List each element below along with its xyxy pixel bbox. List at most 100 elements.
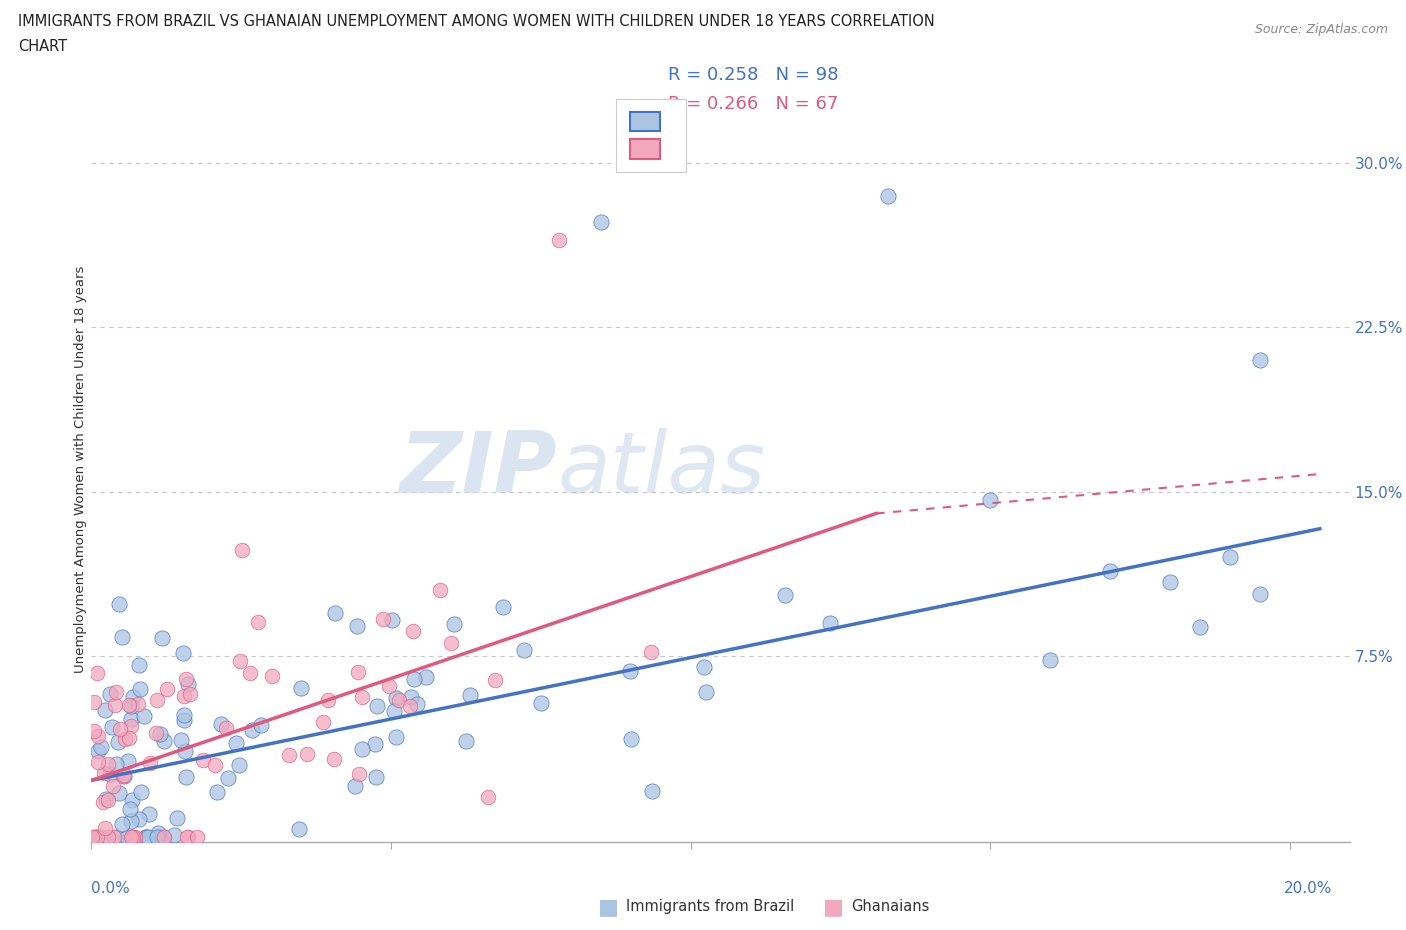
Point — [101, 778, 124, 793]
Point — [121, 830, 143, 844]
Point — [112, 767, 135, 782]
Point — [128, 812, 150, 827]
Point — [173, 708, 195, 723]
Point — [401, 690, 423, 705]
Point — [173, 712, 195, 727]
Point — [107, 735, 129, 750]
Point — [246, 615, 269, 630]
Point — [136, 830, 159, 844]
Text: Immigrants from Brazil: Immigrants from Brazil — [626, 899, 794, 914]
Point — [640, 644, 662, 659]
Point — [429, 582, 451, 597]
Point — [388, 693, 411, 708]
Point — [89, 830, 111, 844]
Point — [477, 790, 499, 804]
Point — [150, 631, 173, 645]
Point — [138, 806, 160, 821]
Point — [172, 645, 194, 660]
Point — [94, 820, 117, 835]
Text: ■: ■ — [598, 897, 619, 917]
Point — [163, 828, 186, 843]
Point — [110, 630, 132, 644]
Point — [146, 692, 169, 707]
Point — [87, 728, 110, 743]
Point — [316, 693, 339, 708]
Point — [217, 770, 239, 785]
Point — [229, 654, 252, 669]
Point — [101, 720, 124, 735]
Point — [97, 830, 120, 844]
Point — [547, 232, 569, 247]
Point — [347, 664, 370, 679]
Point — [148, 830, 170, 844]
Point — [110, 817, 132, 831]
Point — [108, 597, 131, 612]
Point — [135, 830, 157, 844]
Point — [1159, 575, 1181, 590]
Point — [174, 743, 197, 758]
Point — [1039, 652, 1062, 667]
Point — [127, 697, 149, 711]
Point — [131, 785, 153, 800]
Point — [156, 682, 179, 697]
Point — [405, 697, 427, 711]
Point — [104, 698, 127, 712]
Point — [1249, 587, 1271, 602]
Point — [122, 830, 145, 844]
Point — [108, 722, 131, 737]
Point — [170, 733, 193, 748]
Point — [97, 792, 120, 807]
Point — [166, 811, 188, 826]
Point — [290, 681, 312, 696]
Point — [530, 696, 553, 711]
Legend: , : , — [616, 99, 686, 172]
Point — [124, 830, 146, 844]
Point — [350, 690, 373, 705]
Point — [402, 624, 425, 639]
Point — [312, 714, 335, 729]
Point — [818, 616, 841, 631]
Point — [120, 830, 142, 844]
Point — [366, 699, 388, 714]
Point — [174, 770, 197, 785]
Point — [364, 770, 387, 785]
Point — [323, 751, 346, 766]
Point — [117, 753, 139, 768]
Point — [152, 830, 174, 844]
Point — [117, 698, 139, 712]
Point — [225, 736, 247, 751]
Point — [347, 766, 370, 781]
Point — [149, 726, 172, 741]
Text: 0.0%: 0.0% — [91, 881, 131, 896]
Point — [173, 688, 195, 703]
Point — [382, 704, 405, 719]
Point — [249, 718, 271, 733]
Point — [146, 830, 169, 844]
Point — [484, 672, 506, 687]
Point — [513, 643, 536, 658]
Point — [619, 663, 641, 678]
Point — [86, 830, 108, 844]
Point — [94, 792, 117, 807]
Point — [179, 686, 201, 701]
Point — [103, 830, 125, 844]
Point — [440, 635, 463, 650]
Point — [228, 757, 250, 772]
Point — [589, 215, 612, 230]
Point — [105, 684, 128, 699]
Point — [97, 757, 120, 772]
Point — [385, 690, 408, 705]
Text: Ghanaians: Ghanaians — [851, 899, 929, 914]
Point — [193, 752, 215, 767]
Point — [176, 830, 198, 844]
Point — [104, 830, 127, 844]
Point — [83, 724, 105, 738]
Point — [112, 768, 135, 783]
Point — [215, 721, 238, 736]
Point — [120, 712, 142, 727]
Point — [1219, 550, 1241, 565]
Point — [177, 676, 200, 691]
Point — [454, 734, 477, 749]
Point — [83, 695, 105, 710]
Point — [343, 779, 366, 794]
